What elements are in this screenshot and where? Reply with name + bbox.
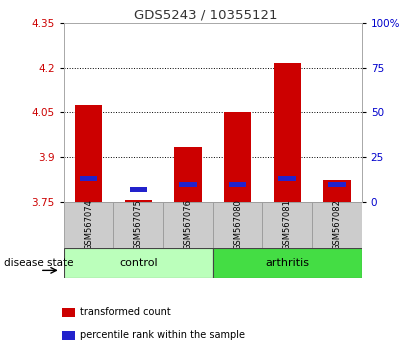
- Text: GSM567080: GSM567080: [233, 199, 242, 250]
- Bar: [113, 202, 163, 248]
- Text: percentile rank within the sample: percentile rank within the sample: [80, 330, 245, 341]
- Bar: [328, 182, 346, 187]
- Bar: [174, 147, 201, 202]
- Bar: [213, 248, 362, 278]
- Bar: [274, 63, 301, 202]
- Bar: [129, 187, 147, 192]
- Text: GSM567076: GSM567076: [183, 199, 192, 250]
- Text: GSM567075: GSM567075: [134, 199, 143, 250]
- Bar: [64, 202, 113, 248]
- Text: disease state: disease state: [4, 258, 74, 268]
- Bar: [213, 202, 262, 248]
- Bar: [80, 176, 97, 181]
- Bar: [323, 180, 351, 202]
- Text: control: control: [119, 258, 157, 268]
- Text: transformed count: transformed count: [80, 307, 171, 318]
- Bar: [262, 202, 312, 248]
- Bar: [279, 176, 296, 181]
- Bar: [163, 202, 213, 248]
- Text: GSM567074: GSM567074: [84, 199, 93, 250]
- Bar: [62, 308, 75, 316]
- Text: GSM567082: GSM567082: [332, 199, 342, 250]
- Bar: [179, 182, 196, 187]
- Bar: [75, 105, 102, 202]
- Bar: [224, 112, 251, 202]
- Bar: [64, 248, 213, 278]
- Text: arthritis: arthritis: [265, 258, 309, 268]
- Text: GSM567081: GSM567081: [283, 199, 292, 250]
- Bar: [312, 202, 362, 248]
- Bar: [229, 182, 246, 187]
- Text: GDS5243 / 10355121: GDS5243 / 10355121: [134, 9, 277, 22]
- Bar: [62, 331, 75, 339]
- Bar: [125, 200, 152, 202]
